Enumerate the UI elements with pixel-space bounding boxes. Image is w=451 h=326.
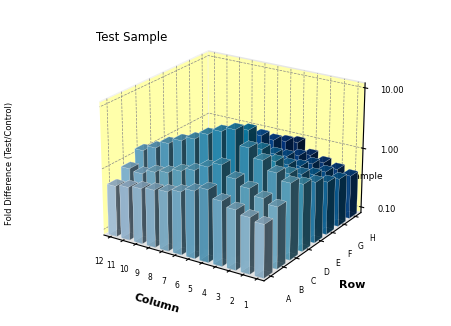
Text: Control Sample: Control Sample (312, 172, 382, 181)
X-axis label: Column: Column (132, 293, 180, 315)
Text: Test Sample: Test Sample (95, 31, 166, 44)
Text: Fold Difference (Test/Control): Fold Difference (Test/Control) (5, 101, 14, 225)
Y-axis label: Row: Row (338, 280, 364, 290)
